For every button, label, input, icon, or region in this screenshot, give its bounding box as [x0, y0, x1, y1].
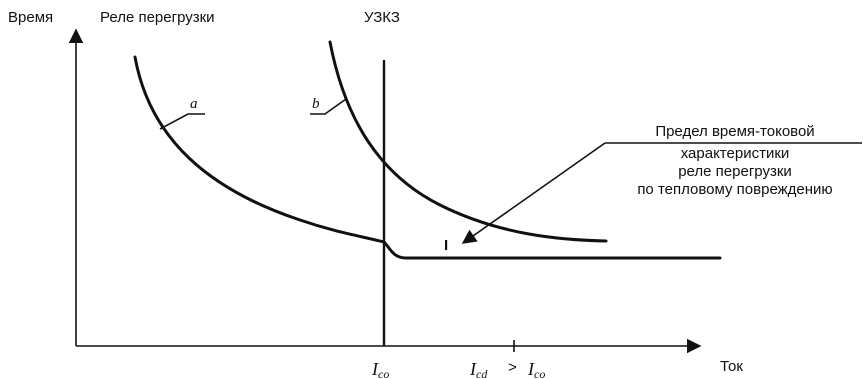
ico2-tick-label: Ico: [527, 359, 545, 379]
curve-a-overload-relay: [133, 55, 722, 260]
curve-b-label: b: [312, 96, 320, 112]
limit-note-line2: характеристики: [681, 145, 790, 162]
icd-tick-label: Icd: [469, 359, 488, 379]
y-axis-label: Время: [8, 9, 53, 26]
greater-than-sign: >: [508, 359, 517, 376]
overload-relay-header: Реле перегрузки: [100, 9, 215, 26]
limit-note-line3: реле перегрузки: [678, 163, 792, 180]
curve-a-label: a: [190, 96, 198, 112]
limit-note-arrow: [461, 142, 606, 244]
x-axis-label: Ток: [720, 358, 743, 375]
limit-note-line1: Предел время-токовой: [655, 123, 814, 140]
scpd-header: УЗКЗ: [364, 9, 400, 26]
intersection-marker: I: [444, 237, 448, 254]
curve-b-scpd: [328, 40, 608, 243]
limit-note-line4: по тепловому повреждению: [637, 181, 832, 198]
curve-b-leader: [310, 98, 347, 115]
curve-a-leader: [159, 113, 205, 130]
ico-tick-label: Ico: [371, 359, 389, 379]
